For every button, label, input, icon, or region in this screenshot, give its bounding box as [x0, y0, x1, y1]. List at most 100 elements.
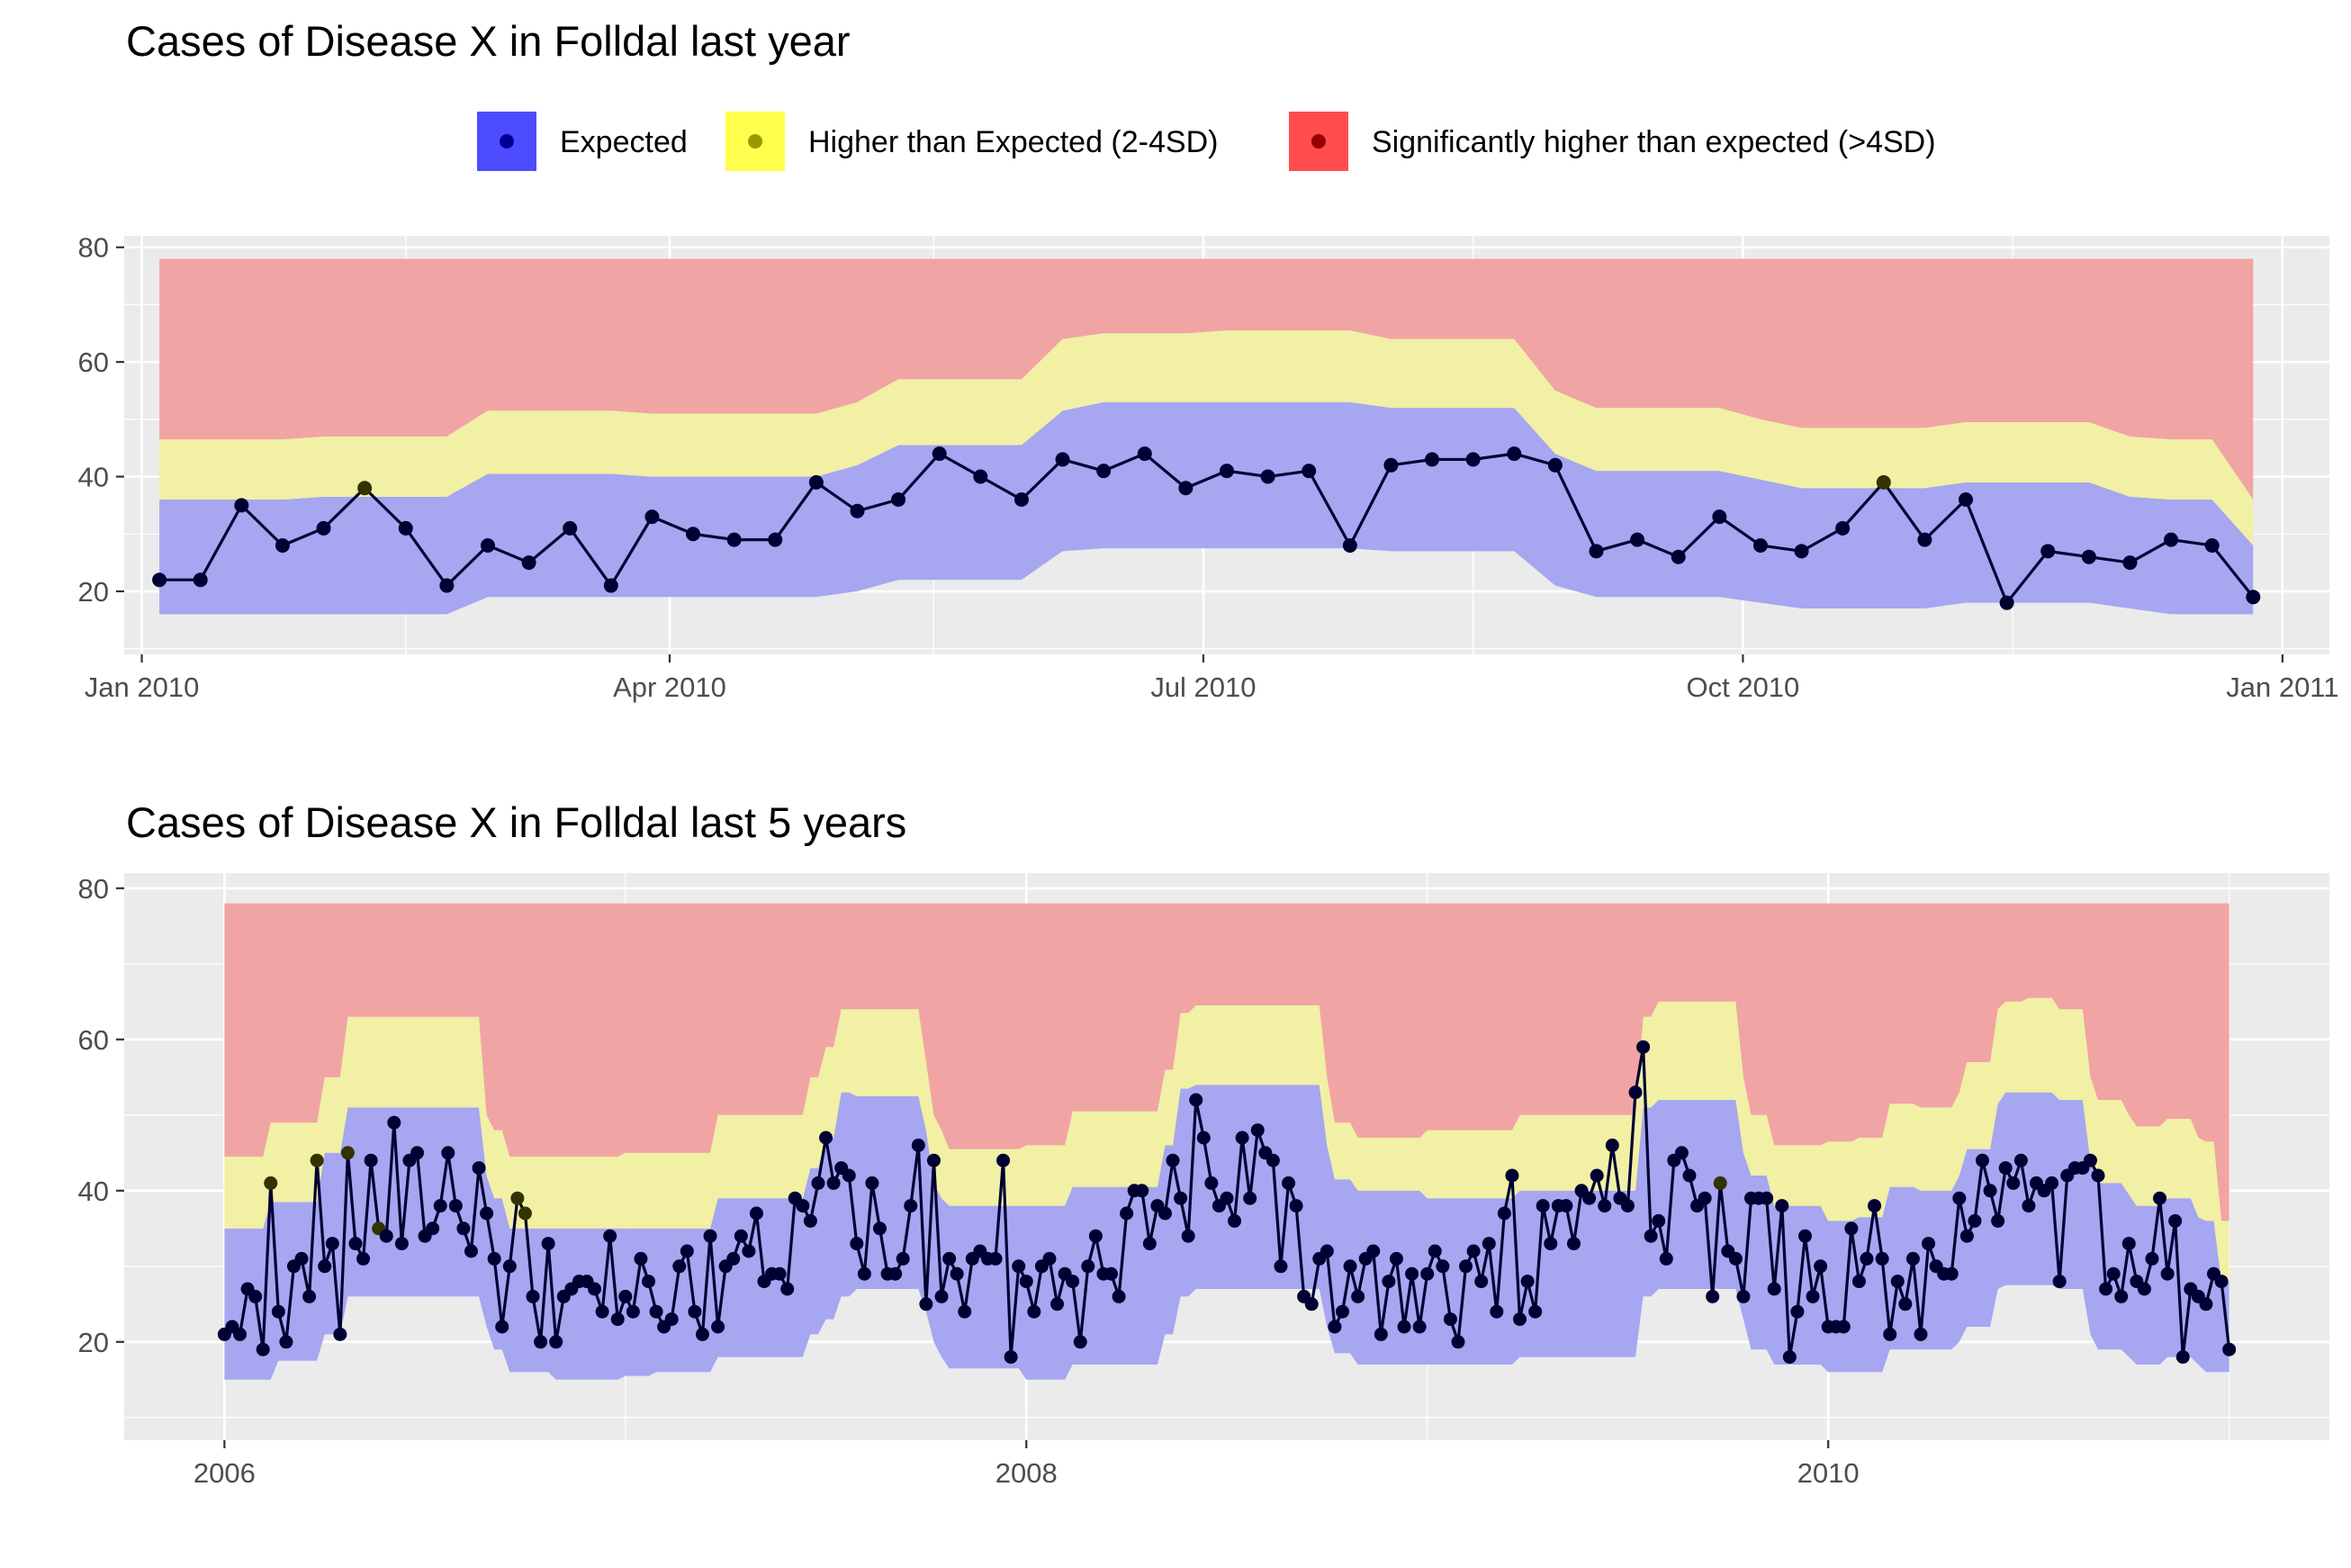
data-point — [2160, 1266, 2175, 1281]
data-point — [1782, 1350, 1797, 1365]
y-tick-label: 40 — [78, 1176, 109, 1207]
data-point — [1922, 1237, 1936, 1251]
data-point — [1630, 532, 1645, 547]
data-point — [1507, 446, 1522, 462]
chart-title: Cases of Disease X in Folldal last year — [126, 17, 851, 65]
data-point — [695, 1327, 709, 1341]
data-point — [672, 1259, 687, 1274]
data-point — [433, 1199, 447, 1213]
data-point — [271, 1304, 285, 1319]
data-point — [1112, 1289, 1126, 1303]
data-point — [1959, 1229, 1974, 1243]
data-point — [1590, 1168, 1604, 1183]
data-point — [310, 1153, 324, 1167]
data-point — [318, 1259, 332, 1274]
data-point — [634, 1251, 648, 1266]
data-point — [1302, 464, 1317, 479]
data-point — [398, 520, 413, 536]
data-point — [1767, 1282, 1781, 1296]
data-point — [1412, 1320, 1427, 1334]
data-point — [279, 1335, 293, 1349]
x-tick-label: 2008 — [995, 1457, 1058, 1489]
data-point — [1728, 1251, 1743, 1266]
band-significantly-higher — [159, 258, 2254, 500]
data-point — [1459, 1259, 1473, 1274]
data-point — [1397, 1320, 1411, 1334]
data-point — [2099, 1282, 2113, 1296]
data-point — [1088, 1229, 1103, 1243]
data-point — [1860, 1251, 1874, 1266]
data-point — [356, 1251, 371, 1266]
data-point — [1428, 1244, 1442, 1258]
data-point — [1898, 1297, 1913, 1311]
chart-last-year: 20 40 60 80 Jan 2010 Apr 2010 Jul 2010 Oct 2010… — [78, 17, 2339, 703]
data-point — [1875, 1251, 1889, 1266]
data-point — [1220, 1191, 1234, 1205]
data-point — [973, 469, 988, 484]
data-point — [1790, 1304, 1805, 1319]
data-point — [1952, 1191, 1967, 1205]
data-point — [1652, 1213, 1666, 1228]
legend: Expected Higher than Expected (2-4SD) Sign… — [477, 112, 1936, 171]
data-point — [958, 1304, 972, 1319]
data-point — [387, 1115, 401, 1130]
data-point — [448, 1199, 463, 1213]
data-point — [2022, 1199, 2036, 1213]
y-tick-label: 20 — [78, 1327, 109, 1358]
data-point — [996, 1153, 1011, 1167]
data-point — [1999, 595, 2014, 610]
band-higher-than-expected — [224, 997, 2229, 1282]
data-point — [441, 1146, 455, 1160]
data-points — [217, 1040, 2237, 1365]
data-point — [1389, 1251, 1403, 1266]
legend-dot-significant — [1311, 134, 1326, 149]
data-point — [688, 1304, 702, 1319]
data-point — [1752, 537, 1768, 553]
data-point — [734, 1229, 748, 1243]
axes: 20 40 60 80 2006 2008 2010 — [78, 873, 1860, 1489]
data-point — [2214, 1275, 2229, 1289]
data-point — [842, 1168, 856, 1183]
data-point — [1055, 452, 1070, 467]
legend-label-significant: Significantly higher than expected (>4SD… — [1372, 125, 1936, 159]
data-point — [2164, 532, 2179, 547]
data-point — [626, 1304, 640, 1319]
data-point — [1135, 1184, 1149, 1198]
data-point — [904, 1199, 918, 1213]
data-point — [1366, 1244, 1381, 1258]
data-point — [526, 1289, 540, 1303]
data-point — [680, 1244, 694, 1258]
data-point — [932, 446, 947, 462]
data-point — [1659, 1251, 1673, 1266]
data-point — [1174, 1191, 1188, 1205]
data-point — [1012, 1259, 1026, 1274]
data-point — [1644, 1229, 1658, 1243]
data-point — [603, 578, 618, 593]
data-point — [1474, 1275, 1489, 1289]
legend-item-expected: Expected — [477, 112, 688, 171]
data-point — [1520, 1275, 1535, 1289]
data-point — [233, 1327, 247, 1341]
legend-item-significant: Significantly higher than expected (>4SD… — [1289, 112, 1936, 171]
data-point — [464, 1244, 478, 1258]
data-point — [1178, 481, 1194, 496]
data-point — [480, 537, 495, 553]
data-point — [1760, 1191, 1774, 1205]
data-point — [1490, 1304, 1504, 1319]
x-tick-label: 2010 — [1797, 1457, 1860, 1489]
data-point — [2199, 1297, 2213, 1311]
data-point — [1905, 1251, 1920, 1266]
data-point — [325, 1237, 339, 1251]
data-point — [1598, 1199, 1612, 1213]
data-point — [1382, 1275, 1396, 1289]
data-point — [644, 509, 660, 525]
data-point — [2013, 1153, 2028, 1167]
data-point — [1204, 1176, 1219, 1190]
data-point — [1814, 1259, 1828, 1274]
data-point — [1917, 532, 1932, 547]
data-point — [1282, 1176, 1296, 1190]
data-point — [642, 1275, 656, 1289]
data-point — [1228, 1213, 1242, 1228]
